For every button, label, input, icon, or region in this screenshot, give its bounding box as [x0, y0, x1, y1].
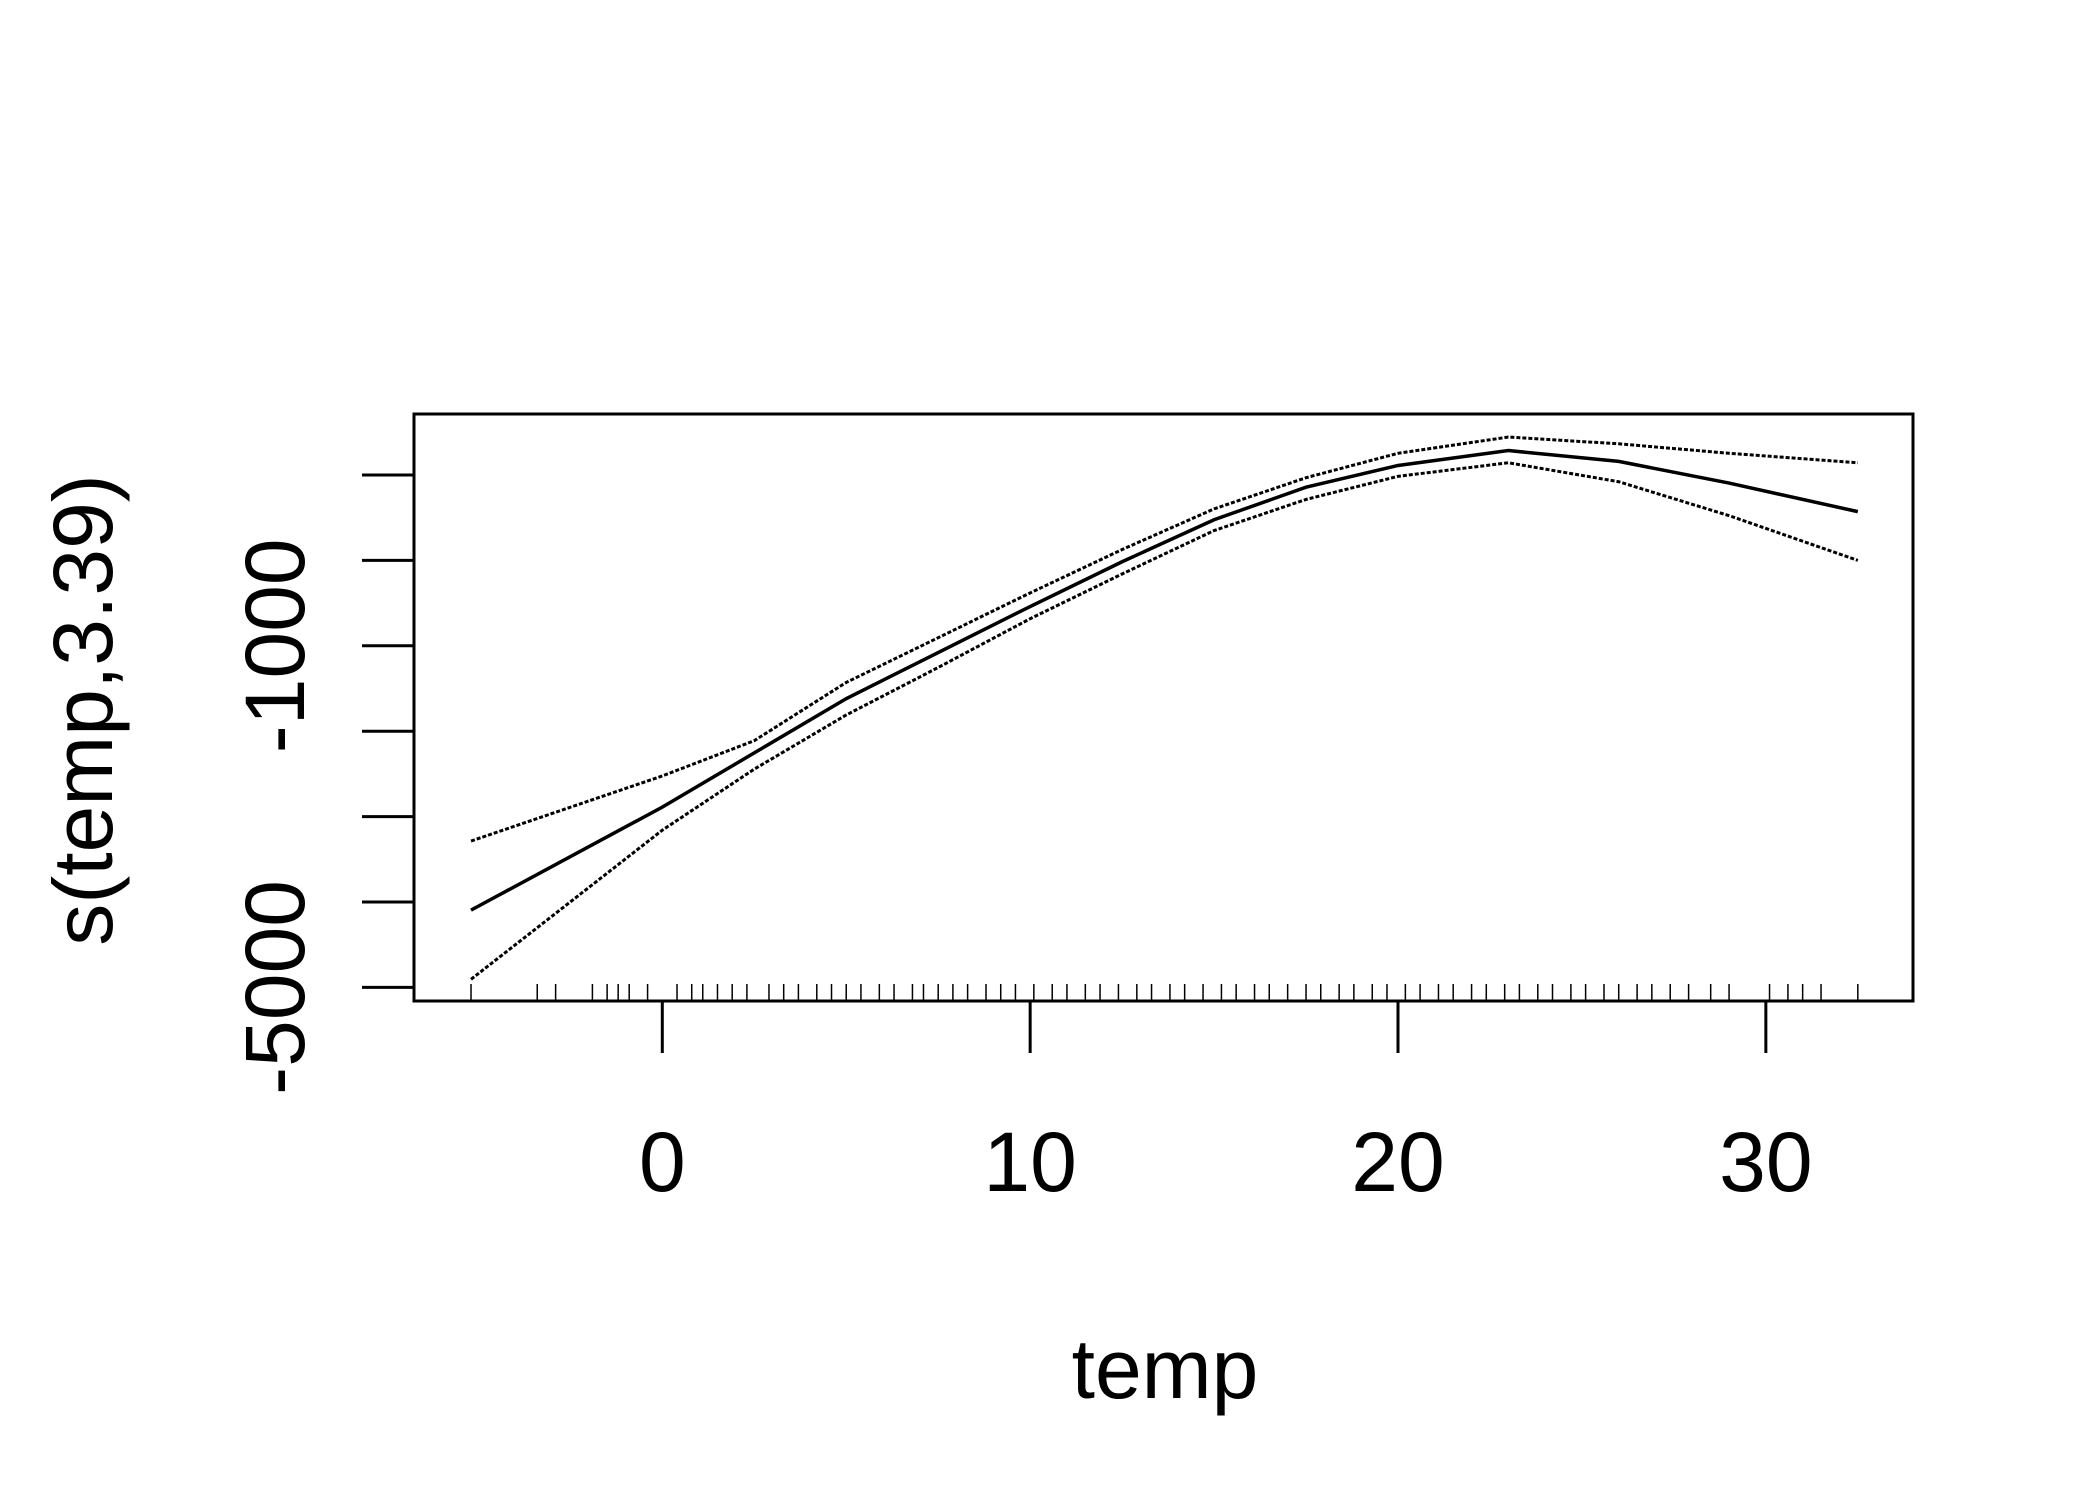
x-tick-label: 20 — [1351, 1115, 1444, 1209]
x-tick-label: 0 — [639, 1115, 686, 1209]
x-tick-label: 30 — [1719, 1115, 1812, 1209]
plot-frame — [412, 412, 1915, 1003]
y-axis-label: s(temp,3.39) — [36, 474, 130, 946]
confidence-band — [470, 461, 1859, 981]
smooth-line — [470, 448, 1859, 912]
y-tick-label: -1000 — [228, 538, 322, 753]
x-axis-label: temp — [1072, 1322, 1259, 1416]
confidence-band — [470, 435, 1858, 843]
x-tick-label: 10 — [983, 1115, 1076, 1209]
y-tick-label: -5000 — [228, 880, 322, 1095]
